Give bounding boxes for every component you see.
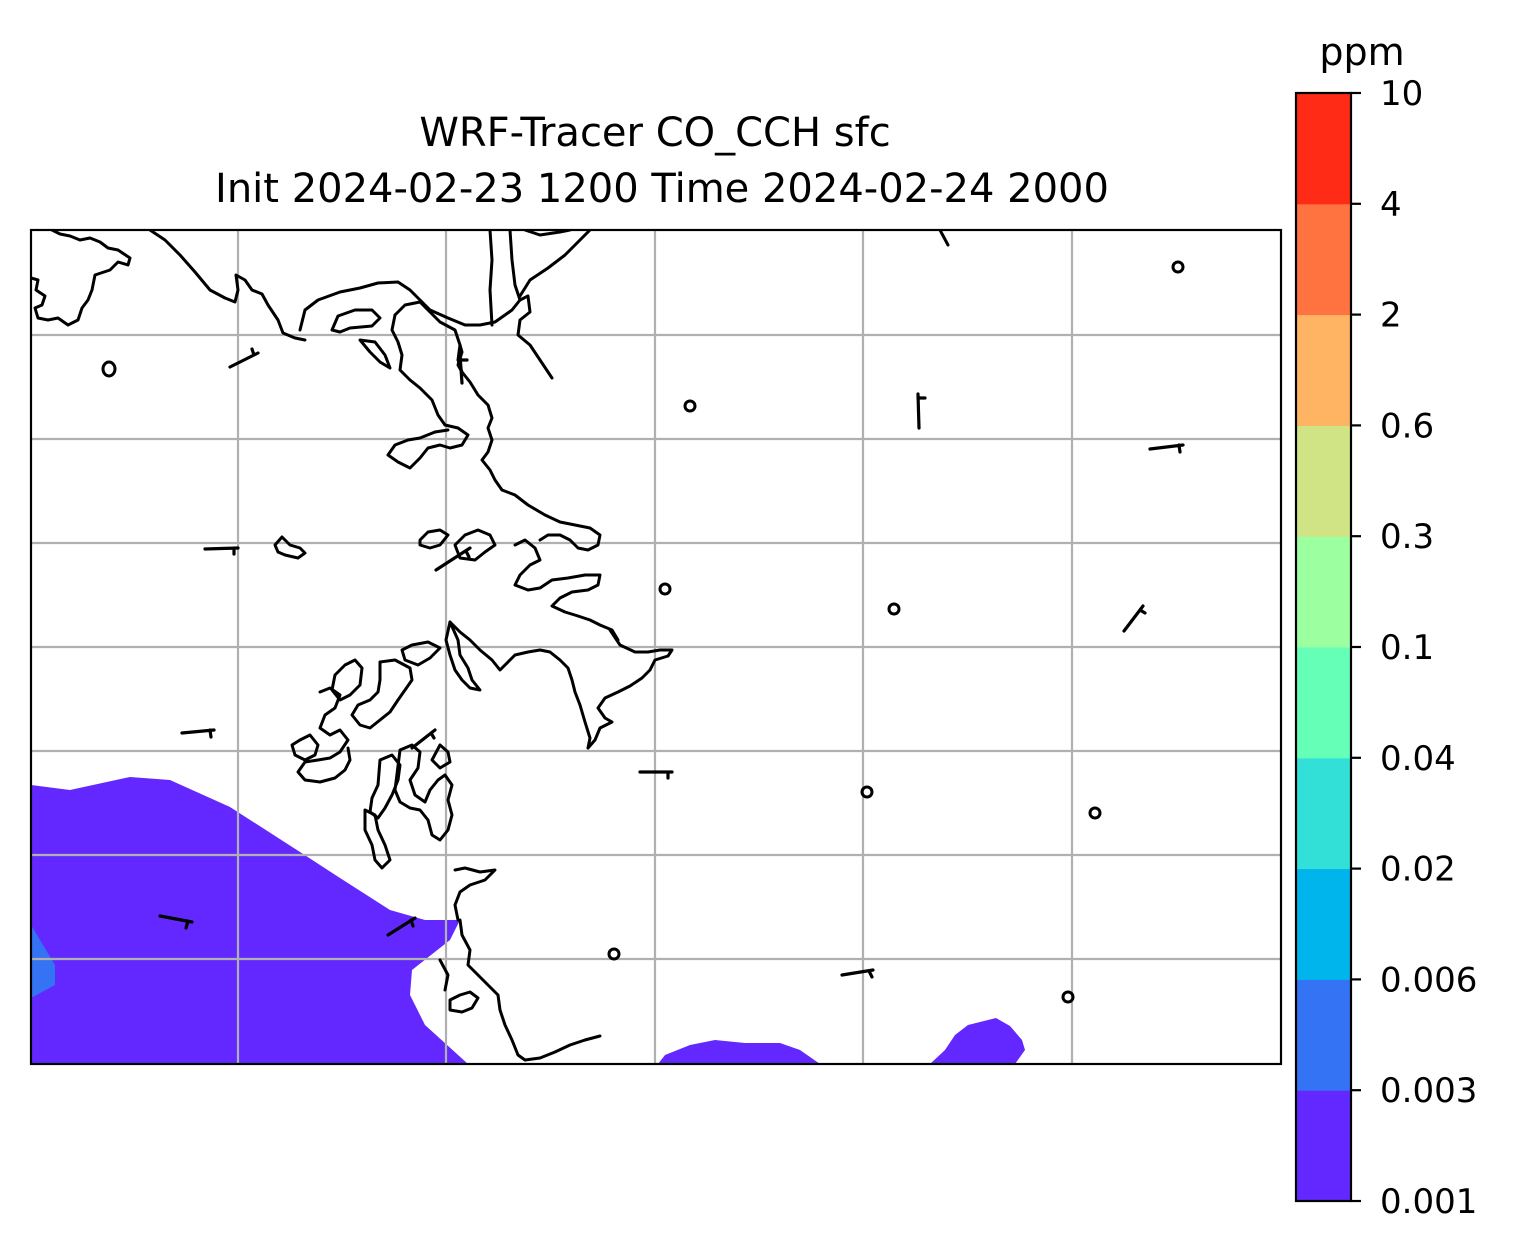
colorbar-band (1296, 979, 1351, 1091)
colorbar: 0.001 0.003 0.006 0.02 0.04 0.1 0.3 0.6 2 4 10 ppm (1294, 30, 1477, 1222)
colorbar-band (1296, 314, 1351, 426)
colorbar-unit-label: ppm (1319, 30, 1404, 74)
map-title-line1: WRF-Tracer CO_CCH sfc (419, 110, 890, 156)
wind-barb (203, 546, 240, 556)
wind-barb (434, 546, 472, 572)
colorbar-band (1296, 757, 1351, 870)
colorbar-band (1296, 647, 1351, 759)
wind-barb (1148, 443, 1185, 454)
wind-barb (410, 728, 437, 750)
calm-marker (1061, 990, 1075, 1004)
wind-barb (158, 914, 194, 930)
colorbar-ticks: 0.001 0.003 0.006 0.02 0.04 0.1 0.3 0.6 2 4 10 (1351, 74, 1477, 1222)
colorbar-tick-label: 0.02 (1380, 850, 1456, 890)
wind-barb (840, 968, 875, 979)
colorbar-tick-label: 0.006 (1380, 960, 1477, 1000)
colorbar-tick-label: 4 (1380, 185, 1402, 225)
colorbar-tick-label: 2 (1380, 296, 1402, 336)
calm-marker (607, 947, 621, 961)
colorbar-band (1296, 536, 1351, 648)
calm-marker (101, 360, 117, 378)
calm-marker (1171, 260, 1185, 274)
colorbar-tick-label: 0.1 (1380, 628, 1434, 668)
island-outline (273, 535, 307, 560)
map-title-line2: Init 2024-02-23 1200 Time 2024-02-24 200… (215, 166, 1109, 212)
contour-fill-southeast (930, 1018, 1025, 1064)
colorbar-tick-label: 10 (1380, 74, 1423, 114)
calm-marker (1088, 806, 1102, 820)
calm-marker (887, 602, 901, 616)
map-panel (29, 228, 1283, 1066)
colorbar-tick-label: 0.3 (1380, 517, 1434, 557)
calm-marker (683, 399, 697, 413)
colorbar-tick-label: 0.6 (1380, 406, 1434, 446)
calm-marker (860, 785, 874, 799)
colorbar-band (1296, 868, 1351, 980)
wind-barbs (158, 347, 1185, 979)
contour-fill-southwest-inner (31, 925, 55, 998)
wind-barb (386, 916, 417, 937)
wind-barb (916, 392, 927, 430)
calm-markers (101, 260, 1185, 1004)
wind-barb (638, 770, 674, 780)
colorbar-band (1296, 1090, 1351, 1202)
map-frame (29, 228, 1283, 1066)
wind-barb (458, 353, 469, 385)
colorbar-bands (1296, 93, 1351, 1202)
coastlines (31, 230, 950, 1062)
colorbar-band (1296, 203, 1351, 316)
colorbar-band (1296, 93, 1351, 205)
calm-marker (658, 582, 672, 596)
colorbar-tick-label: 0.001 (1380, 1182, 1477, 1222)
colorbar-tick-label: 0.003 (1380, 1071, 1477, 1111)
contour-fill-southwest (31, 777, 468, 1064)
map-gridlines (31, 230, 1281, 1064)
wind-barb (1122, 604, 1147, 633)
wind-barb (228, 347, 260, 369)
wind-barb (180, 728, 216, 739)
colorbar-tick-label: 0.04 (1380, 739, 1456, 779)
colorbar-band (1296, 425, 1351, 537)
contour-fill-south-central (658, 1040, 820, 1064)
